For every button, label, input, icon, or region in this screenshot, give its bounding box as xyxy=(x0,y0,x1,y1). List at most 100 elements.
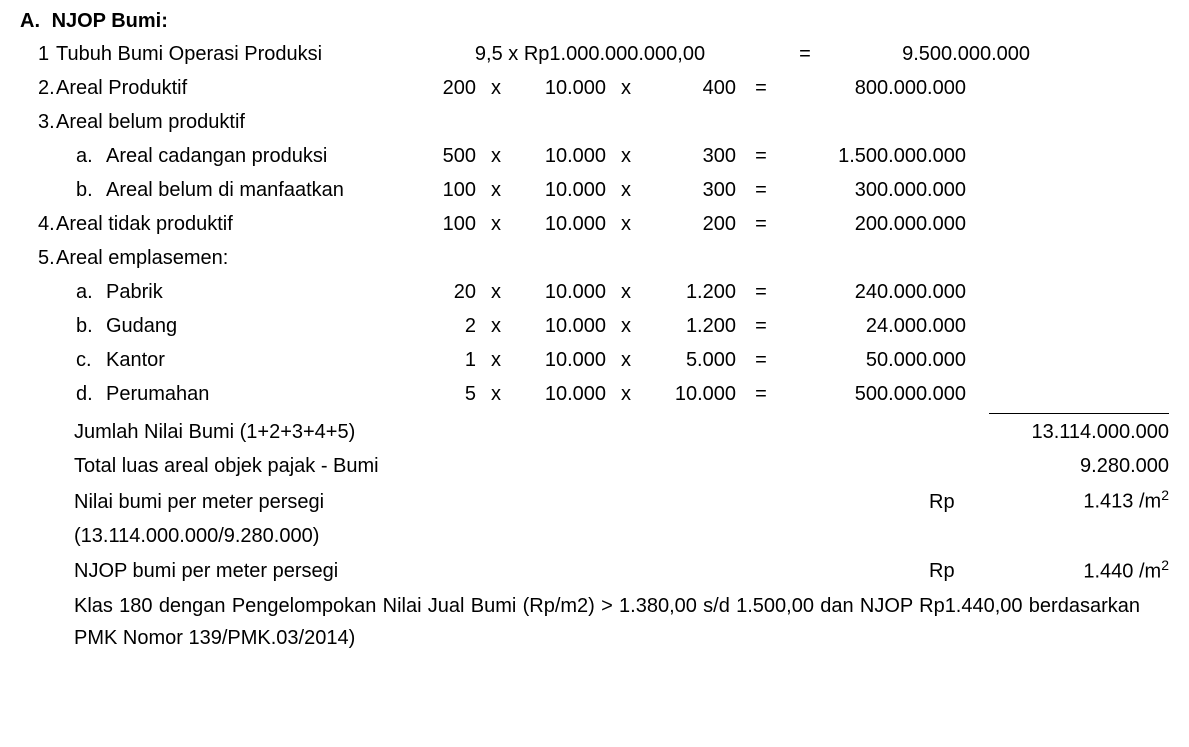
sub-letter: a. xyxy=(76,141,106,171)
v2: 10.000 xyxy=(516,277,606,307)
section-header: A. NJOP Bumi: xyxy=(20,10,1169,33)
footer-label: Total luas areal objek pajak - Bumi xyxy=(74,451,379,481)
footer-jumlah: Jumlah Nilai Bumi (1+2+3+4+5) 13.114.000… xyxy=(20,413,1169,447)
eq: = xyxy=(736,141,786,171)
footer-label: Nilai bumi per meter persegi xyxy=(74,487,324,517)
row-label: Pabrik xyxy=(106,277,396,307)
row-5d: d. Perumahan 5 x 10.000 x 10.000 = 500.0… xyxy=(20,379,1169,409)
result: 50.000.000 xyxy=(786,345,966,375)
op2: x xyxy=(606,277,646,307)
row-label: Perumahan xyxy=(106,379,396,409)
row-1: 1 Tubuh Bumi Operasi Produksi 9,5 x Rp1.… xyxy=(20,39,1169,69)
val-sup: 2 xyxy=(1161,487,1169,503)
v3: 400 xyxy=(646,73,736,103)
op2: x xyxy=(606,141,646,171)
op2: x xyxy=(606,73,646,103)
v3: 1.200 xyxy=(646,311,736,341)
val-sup: 2 xyxy=(1161,557,1169,573)
row-5a: a. Pabrik 20 x 10.000 x 1.200 = 240.000.… xyxy=(20,277,1169,307)
op2: x xyxy=(606,345,646,375)
v1: 5 xyxy=(396,379,476,409)
v3: 300 xyxy=(646,141,736,171)
result: 200.000.000 xyxy=(786,209,966,239)
eq: = xyxy=(736,379,786,409)
sub-letter: d. xyxy=(76,379,106,409)
val-num: 1.440 xyxy=(1083,560,1133,582)
v2: 10.000 xyxy=(516,209,606,239)
v3: 5.000 xyxy=(646,345,736,375)
v2: 10.000 xyxy=(516,175,606,205)
footer-val: 1.413 /m2 xyxy=(989,485,1169,517)
rp-label: Rp xyxy=(929,487,989,517)
eq: = xyxy=(736,277,786,307)
eq: = xyxy=(736,209,786,239)
row-5c: c. Kantor 1 x 10.000 x 5.000 = 50.000.00… xyxy=(20,345,1169,375)
row-result: 9.500.000.000 xyxy=(850,39,1030,69)
footer-val: 9.280.000 xyxy=(989,451,1169,481)
op2: x xyxy=(606,379,646,409)
sub-letter: c. xyxy=(76,345,106,375)
row-3b: b. Areal belum di manfaatkan 100 x 10.00… xyxy=(20,175,1169,205)
op2: x xyxy=(606,311,646,341)
result: 300.000.000 xyxy=(786,175,966,205)
row-num: 1 xyxy=(20,39,56,69)
v2: 10.000 xyxy=(516,73,606,103)
op: x xyxy=(476,209,516,239)
v1: 100 xyxy=(396,175,476,205)
row-label: Areal Produktif xyxy=(56,73,396,103)
row-4: 4. Areal tidak produktif 100 x 10.000 x … xyxy=(20,209,1169,239)
op: x xyxy=(476,277,516,307)
row-expr: 9,5 x Rp1.000.000.000,00 xyxy=(420,39,760,69)
row-num: 5. xyxy=(20,243,56,273)
eq: = xyxy=(736,311,786,341)
val-unit: /m xyxy=(1133,560,1161,582)
v1: 500 xyxy=(396,141,476,171)
v3: 1.200 xyxy=(646,277,736,307)
op2: x xyxy=(606,175,646,205)
v2: 10.000 xyxy=(516,345,606,375)
v1: 20 xyxy=(396,277,476,307)
op: x xyxy=(476,345,516,375)
row-label: Kantor xyxy=(106,345,396,375)
row-5b: b. Gudang 2 x 10.000 x 1.200 = 24.000.00… xyxy=(20,311,1169,341)
val-unit: /m xyxy=(1133,491,1161,513)
eq: = xyxy=(736,175,786,205)
row-label: Areal cadangan produksi xyxy=(106,141,396,171)
v3: 200 xyxy=(646,209,736,239)
footer-label: (13.114.000.000/9.280.000) xyxy=(74,521,319,551)
sub-letter: b. xyxy=(76,311,106,341)
op: x xyxy=(476,175,516,205)
sub-letter: a. xyxy=(76,277,106,307)
footer-calc: (13.114.000.000/9.280.000) xyxy=(20,521,1169,551)
row-num: 3. xyxy=(20,107,56,137)
result: 800.000.000 xyxy=(786,73,966,103)
val-num: 1.413 xyxy=(1083,491,1133,513)
footer-val: 13.114.000.000 xyxy=(989,413,1169,447)
row-num: 4. xyxy=(20,209,56,239)
row-label: Areal belum produktif xyxy=(56,107,245,137)
footer-label: NJOP bumi per meter persegi xyxy=(74,556,338,586)
footer-note: Klas 180 dengan Pengelompokan Nilai Jual… xyxy=(20,590,1140,654)
op: x xyxy=(476,379,516,409)
v1: 1 xyxy=(396,345,476,375)
row-num: 2. xyxy=(20,73,56,103)
v1: 2 xyxy=(396,311,476,341)
row-3: 3. Areal belum produktif xyxy=(20,107,1169,137)
v3: 10.000 xyxy=(646,379,736,409)
footer-label: Jumlah Nilai Bumi (1+2+3+4+5) xyxy=(74,417,355,447)
row-label: Tubuh Bumi Operasi Produksi xyxy=(56,39,420,69)
footer-val: 1.440 /m2 xyxy=(989,555,1169,587)
row-eq: = xyxy=(760,39,850,69)
row-label: Areal emplasemen: xyxy=(56,243,228,273)
row-label: Areal tidak produktif xyxy=(56,209,396,239)
op: x xyxy=(476,141,516,171)
row-label: Gudang xyxy=(106,311,396,341)
row-2: 2. Areal Produktif 200 x 10.000 x 400 = … xyxy=(20,73,1169,103)
sub-letter: b. xyxy=(76,175,106,205)
op2: x xyxy=(606,209,646,239)
v1: 100 xyxy=(396,209,476,239)
result: 240.000.000 xyxy=(786,277,966,307)
row-label: Areal belum di manfaatkan xyxy=(106,175,396,205)
eq: = xyxy=(736,345,786,375)
v2: 10.000 xyxy=(516,141,606,171)
